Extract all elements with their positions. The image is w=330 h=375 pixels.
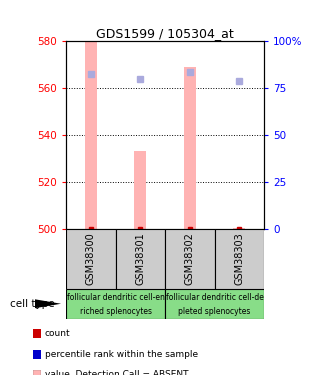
Text: GSM38301: GSM38301 [135,232,145,285]
Polygon shape [35,299,61,308]
Text: follicular dendritic cell-en: follicular dendritic cell-en [67,292,164,302]
Bar [233,228,246,229]
Bar [84,41,97,229]
Text: pleted splenocytes: pleted splenocytes [178,307,251,316]
Text: GSM38303: GSM38303 [234,232,244,285]
Bar [214,229,264,289]
Text: riched splenocytes: riched splenocytes [80,307,151,316]
Text: percentile rank within the sample: percentile rank within the sample [45,350,198,359]
Bar [165,289,264,319]
Bar [134,152,147,229]
Text: value, Detection Call = ABSENT: value, Detection Call = ABSENT [45,370,188,375]
Bar [115,229,165,289]
Bar [66,229,115,289]
Bar [165,229,214,289]
Text: count: count [45,329,70,338]
Title: GDS1599 / 105304_at: GDS1599 / 105304_at [96,27,234,40]
Text: GSM38300: GSM38300 [86,232,96,285]
Text: GSM38302: GSM38302 [185,232,195,285]
Text: follicular dendritic cell-de: follicular dendritic cell-de [166,292,263,302]
Text: cell type: cell type [10,299,54,309]
Bar [183,67,196,229]
Bar [66,289,165,319]
